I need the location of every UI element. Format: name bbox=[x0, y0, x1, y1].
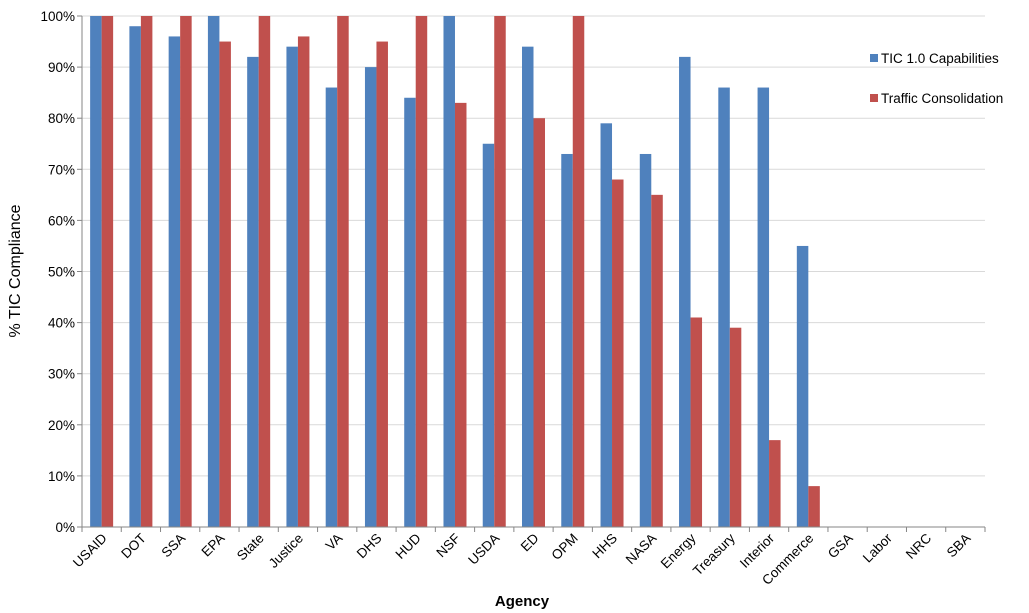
x-tick-label: ED bbox=[518, 530, 542, 554]
bar bbox=[808, 486, 820, 527]
x-tick-label: State bbox=[234, 531, 267, 564]
bar bbox=[533, 118, 545, 527]
bar bbox=[651, 194, 663, 527]
bar bbox=[364, 67, 377, 527]
bar bbox=[415, 16, 428, 527]
bar bbox=[90, 16, 102, 527]
x-tick-label: DOT bbox=[118, 531, 149, 562]
bar bbox=[247, 56, 259, 527]
bar bbox=[679, 56, 691, 527]
y-tick-label: 100% bbox=[40, 9, 75, 24]
x-axis-title: Agency bbox=[495, 593, 550, 610]
x-tick-label: VA bbox=[323, 531, 346, 554]
bar bbox=[757, 87, 770, 527]
bar bbox=[404, 97, 416, 527]
legend-label: Traffic Consolidation bbox=[881, 91, 1003, 106]
bar bbox=[600, 123, 613, 527]
y-tick-label: 70% bbox=[48, 162, 75, 177]
bar bbox=[325, 87, 338, 527]
bar bbox=[796, 245, 809, 527]
y-tick-label: 50% bbox=[48, 265, 75, 280]
x-tick-label: USDA bbox=[465, 531, 502, 568]
bar bbox=[219, 41, 231, 528]
bar bbox=[572, 16, 585, 527]
bar bbox=[140, 16, 153, 527]
x-tick-label: OPM bbox=[549, 531, 581, 563]
bar bbox=[729, 327, 742, 527]
bar bbox=[297, 36, 310, 527]
x-tick-label: NRC bbox=[903, 530, 934, 561]
bar bbox=[180, 16, 192, 527]
y-tick-label: 20% bbox=[48, 418, 75, 433]
x-tick-label: GSA bbox=[825, 531, 856, 562]
bar bbox=[769, 440, 781, 527]
bar bbox=[690, 317, 703, 527]
bar bbox=[639, 153, 652, 527]
x-tick-label: DHS bbox=[354, 531, 385, 562]
bar bbox=[207, 16, 220, 527]
x-tick-label: SSA bbox=[159, 531, 189, 561]
bar bbox=[494, 16, 506, 527]
legend-label: TIC 1.0 Capabilities bbox=[881, 51, 999, 66]
x-tick-label: EPA bbox=[199, 531, 228, 560]
y-tick-label: 60% bbox=[48, 213, 75, 228]
y-tick-label: 10% bbox=[48, 469, 75, 484]
bar bbox=[376, 41, 388, 528]
x-tick-label: Treasury bbox=[690, 530, 738, 578]
x-tick-label: NASA bbox=[623, 531, 660, 568]
y-tick-label: 80% bbox=[48, 111, 75, 126]
x-tick-label: HHS bbox=[589, 531, 620, 562]
x-tick-label: USAID bbox=[70, 530, 110, 570]
x-tick-label: SBA bbox=[944, 531, 974, 561]
y-tick-label: 0% bbox=[55, 520, 75, 535]
bar bbox=[612, 179, 624, 527]
legend-swatch bbox=[870, 94, 878, 102]
x-tick-label: NSF bbox=[433, 531, 463, 561]
x-tick-label: Justice bbox=[266, 531, 306, 571]
bar bbox=[443, 16, 455, 527]
bar bbox=[482, 143, 495, 527]
legend-swatch bbox=[870, 54, 878, 62]
bars bbox=[90, 16, 820, 528]
bar bbox=[454, 102, 467, 528]
bar bbox=[286, 46, 298, 527]
y-tick-label: 40% bbox=[48, 316, 75, 331]
x-tick-label: Labor bbox=[860, 530, 895, 565]
axes bbox=[77, 15, 986, 532]
x-tick-label: HUD bbox=[393, 530, 424, 561]
bar bbox=[337, 16, 349, 527]
legend: TIC 1.0 Capabilities Traffic Consolidatio… bbox=[870, 51, 1003, 106]
y-tick-label: 30% bbox=[48, 367, 75, 382]
y-axis-title: % TIC Compliance bbox=[7, 204, 24, 337]
bar bbox=[561, 153, 573, 527]
bar bbox=[101, 16, 114, 527]
y-tick-labels: 0% 10% 20% 30% 40% 50% 60% 70% 80% 90% 100% bbox=[40, 9, 75, 535]
bar bbox=[718, 87, 730, 527]
y-tick-label: 90% bbox=[48, 60, 75, 75]
bar bbox=[522, 46, 534, 527]
bar bbox=[129, 26, 141, 527]
bar bbox=[258, 16, 271, 527]
bar bbox=[168, 36, 181, 527]
